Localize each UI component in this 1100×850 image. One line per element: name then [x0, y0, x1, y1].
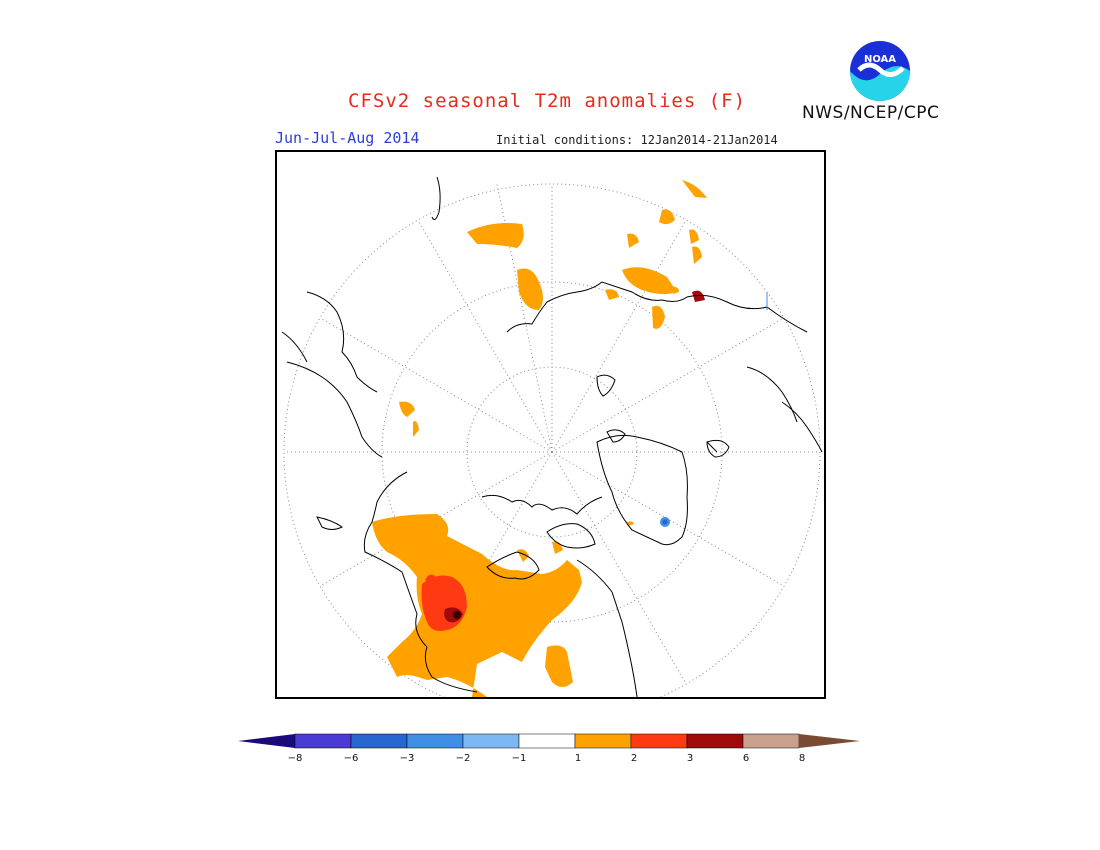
anomaly-western-north-america	[372, 514, 582, 697]
colorbar-max-arrow	[799, 734, 860, 748]
colorbar-label: 8	[798, 753, 806, 764]
coastlines	[281, 176, 823, 697]
coastline-island	[316, 516, 343, 530]
anomaly-siberia-patch	[692, 246, 702, 264]
anomaly-siberia-patch	[622, 267, 677, 295]
coastline-alaska	[286, 361, 383, 458]
coastline-novaya-zemlya	[596, 374, 616, 397]
colorbar-label: −3	[399, 753, 415, 764]
coastline-north-america	[363, 471, 478, 693]
coastline-east-coast	[576, 559, 638, 697]
coastline-europe	[781, 401, 823, 453]
colorbar-bin	[574, 733, 632, 749]
anomaly-siberia-patch	[399, 401, 415, 417]
anomaly-siberia-dark-patch	[692, 290, 705, 302]
colorbar-min-arrow	[238, 734, 295, 748]
colorbar-bin	[630, 733, 688, 749]
coastline-scandinavia	[746, 366, 798, 423]
coastline-baffin	[546, 523, 596, 549]
polar-map	[281, 176, 823, 697]
anomaly-siberia-patch	[689, 229, 699, 244]
forecast-period: Jun-Jul-Aug 2014	[275, 129, 420, 147]
colorbar-bin	[406, 733, 464, 749]
colorbar-label: −2	[455, 753, 471, 764]
noaa-logo: NOAA	[850, 41, 910, 101]
colorbar-bin	[742, 733, 800, 749]
colorbar-bin	[350, 733, 408, 749]
coastline-island	[706, 441, 718, 453]
coastline-greenland	[596, 434, 688, 546]
coastline-chukotka	[306, 291, 378, 393]
coastline-island	[431, 176, 441, 221]
initial-conditions: Initial conditions: 12Jan2014-21Jan2014	[496, 133, 778, 147]
colorbar-label: 3	[686, 753, 694, 764]
anomaly-greenland-cold-core	[662, 519, 668, 525]
colorbar-bin	[294, 733, 352, 749]
latitude-circle	[381, 281, 723, 623]
colorbar-bin	[462, 733, 520, 749]
coastline-iceland	[706, 439, 730, 458]
coastline-kamchatka	[281, 331, 308, 363]
anomaly-pacific-northwest-max-core	[453, 611, 461, 619]
meridians	[284, 183, 820, 685]
hemisphere-boundary	[283, 183, 821, 697]
anomaly-siberia-patch	[627, 233, 639, 248]
anomaly-europe-patch	[672, 286, 679, 294]
anomaly-siberia-patch	[467, 223, 524, 248]
colorbar-bin	[686, 733, 744, 749]
coastline-arctic-archipelago	[481, 494, 603, 515]
colorbar-label: 2	[630, 753, 638, 764]
colorbar-label: 1	[574, 753, 582, 764]
coastline-svalbard	[606, 429, 626, 443]
coastline-hudson-bay	[486, 551, 540, 580]
anomaly-southwest-patch	[545, 645, 573, 687]
anomaly-siberia-patch	[413, 421, 419, 437]
agency-label: NWS/NCEP/CPC	[802, 103, 940, 123]
colorbar-bin	[518, 733, 576, 749]
chart-title: CFSv2 seasonal T2m anomalies (F)	[348, 90, 747, 112]
logo-text: NOAA	[864, 54, 896, 65]
anomaly-siberia-patch	[605, 289, 619, 300]
anomaly-siberia-patch	[682, 180, 707, 198]
colorbar-label: −1	[511, 753, 527, 764]
colorbar-label: −6	[343, 753, 359, 764]
colorbar	[238, 733, 860, 749]
map-frame	[275, 150, 826, 699]
anomaly-siberia-patch	[652, 305, 665, 329]
anomaly-greenland-patch	[627, 521, 634, 526]
colorbar-label: 6	[742, 753, 750, 764]
anomaly-siberia-patch	[517, 268, 543, 310]
anomaly-pacific-northwest-core-2	[425, 574, 435, 588]
coastline-eurasia	[506, 281, 808, 333]
anomaly-siberia-patch	[659, 209, 675, 225]
colorbar-label: −8	[287, 753, 303, 764]
